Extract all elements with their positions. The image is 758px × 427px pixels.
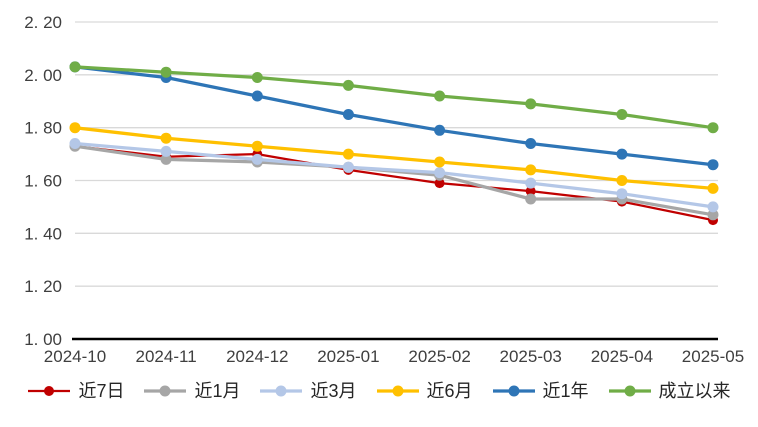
legend-item-4: 近1年: [492, 382, 589, 400]
data-point-marker: [342, 79, 354, 91]
data-point-marker: [616, 188, 628, 200]
data-point-marker: [160, 145, 172, 157]
data-point-marker: [342, 161, 354, 173]
data-point-marker: [525, 193, 537, 205]
data-point-marker: [707, 122, 719, 134]
y-tick-label: 2. 00: [24, 66, 62, 85]
data-point-marker: [160, 132, 172, 144]
data-point-marker: [342, 109, 354, 120]
data-point-marker: [160, 153, 172, 165]
data-point-marker: [434, 167, 446, 179]
data-point-marker: [160, 66, 172, 78]
data-point-marker: [434, 178, 445, 189]
legend-line-marker-icon: [260, 385, 303, 397]
x-tick-label: 2025-05: [682, 347, 744, 366]
legend-label: 近7日: [78, 381, 125, 401]
legend-line-marker-icon: [376, 385, 419, 397]
data-point-marker: [342, 148, 354, 160]
data-point-marker: [707, 182, 719, 194]
data-point-marker: [525, 186, 536, 197]
y-tick-label: 1. 00: [24, 330, 62, 349]
x-tick-label: 2025-04: [591, 347, 653, 366]
legend-line-marker-icon: [492, 385, 535, 397]
x-tick-label: 2024-11: [136, 347, 197, 366]
y-tick-label: 1. 40: [24, 224, 62, 243]
data-point-marker: [525, 164, 537, 176]
y-tick-label: 1. 80: [24, 119, 62, 138]
legend-label: 近1月: [194, 381, 241, 401]
legend-item-2: 近3月: [259, 381, 357, 401]
data-point-marker: [616, 175, 628, 186]
data-point-marker: [251, 72, 263, 83]
y-axis-tick-labels: 2. 20 2. 00 1. 80 1. 60 1. 40 1. 20 1. 00: [24, 13, 62, 349]
data-point-marker: [251, 153, 263, 165]
data-point-marker: [69, 138, 81, 149]
legend-item-0: 近7日: [27, 382, 124, 400]
chart-legend: 近7日 近1月 近3月 近6月 近1年 成立以来: [0, 382, 758, 400]
x-tick-label: 2025-02: [408, 347, 470, 366]
legend-label: 近1年: [542, 381, 589, 401]
data-point-marker: [434, 156, 446, 168]
y-tick-label: 1. 60: [24, 172, 62, 191]
legend-label: 近6月: [426, 381, 473, 401]
legend-label: 近3月: [310, 381, 357, 401]
series-5-line: [69, 61, 719, 134]
data-point-marker: [525, 138, 537, 149]
legend-line-marker-icon: [28, 386, 71, 396]
x-tick-label: 2024-10: [44, 347, 106, 366]
data-point-marker: [525, 177, 537, 189]
legend-item-3: 近6月: [376, 382, 473, 400]
y-tick-label: 1. 20: [24, 277, 62, 296]
data-point-marker: [616, 148, 628, 160]
legend-line-marker-icon: [144, 385, 187, 397]
legend-item-5: 成立以来: [608, 382, 731, 400]
data-point-marker: [707, 201, 719, 213]
y-tick-label: 2. 20: [24, 13, 62, 32]
series-3-line: [69, 122, 719, 194]
data-point-marker: [69, 61, 81, 73]
data-point-marker: [707, 159, 719, 171]
x-axis-tick-labels: 2024-10 2024-11 2024-12 2025-01 2025-02 2025-…: [44, 347, 744, 366]
series-path: [74, 65, 714, 167]
gridlines: [75, 21, 718, 287]
data-point-marker: [251, 140, 263, 152]
series-path: [74, 141, 714, 209]
legend-label: 成立以来: [658, 381, 731, 401]
series-2-line: [69, 138, 719, 213]
data-point-marker: [434, 124, 446, 136]
data-point-marker: [434, 90, 446, 102]
legend-item-1: 近1月: [143, 382, 240, 400]
series-path: [74, 65, 714, 130]
legend-line-marker-icon: [608, 385, 651, 397]
series-path: [74, 126, 714, 191]
data-point-marker: [69, 122, 81, 134]
x-tick-label: 2024-12: [226, 347, 288, 366]
chart-plot-area: 2. 202. 001. 801. 601. 401. 201. 002024-…: [24, 13, 744, 366]
x-tick-label: 2025-03: [500, 347, 562, 366]
data-point-marker: [525, 98, 537, 110]
data-point-marker: [707, 209, 719, 221]
data-point-marker: [616, 109, 628, 120]
x-tick-label: 2025-01: [317, 347, 379, 366]
data-point-marker: [251, 90, 263, 102]
